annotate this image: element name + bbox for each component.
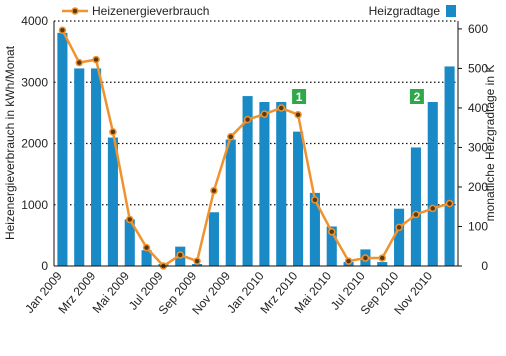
y-tick-label: 3000 [21,75,48,89]
marker [361,254,370,262]
bar [74,68,85,266]
legend-marker [71,7,79,15]
annotation-box [409,89,424,104]
annotation: 2 [414,90,421,104]
y2-tick-label: 100 [468,219,488,233]
annotation-box [292,89,307,104]
y-tick-label: 4000 [21,14,48,28]
y2-tick-label: 200 [468,180,488,194]
y2-tick-label: 400 [468,101,488,115]
y2-tick-label: 500 [468,61,488,75]
annotation: 1 [296,90,303,104]
marker [445,199,454,208]
legend-label: Heizgradtage [369,4,441,18]
bar [444,66,455,267]
marker [126,215,134,224]
marker [328,227,336,236]
marker [58,26,67,34]
y-tick-label: 1000 [21,198,48,212]
marker [395,223,403,232]
y2-tick-label: 300 [468,140,488,154]
marker [142,243,151,252]
bar [410,147,421,266]
y2-axis-label: monatliche Heizgradtage in K [483,65,497,222]
marker [176,251,184,259]
bar [276,102,287,267]
marker [227,133,235,141]
marker [210,186,218,195]
bar [57,32,68,266]
y-axis-label: Heizenergieverbrauch in kWh/Monat [3,45,17,240]
marker [109,128,117,136]
bar [427,102,438,267]
legend-label: Heizenergieverbrauch [92,4,209,18]
marker [294,110,302,119]
marker [277,104,285,112]
marker [92,55,100,64]
y2-tick-label: 600 [468,22,488,36]
bar [377,262,388,266]
y-tick-label: 2000 [21,137,48,151]
line [61,29,450,268]
bar [208,212,219,266]
marker [260,110,269,118]
x-tick-label: Mai 2010 [292,269,335,316]
bar [293,131,304,266]
bar [225,139,236,266]
bar [394,208,405,266]
y2-tick-label: 0 [481,259,488,273]
bar [107,137,118,266]
marker [429,204,437,213]
bar [124,219,135,266]
marker [243,115,252,124]
bar [326,226,337,266]
bar [309,192,320,266]
bar [192,264,203,266]
marker [344,257,353,265]
marker [378,254,386,262]
bar [242,96,253,266]
marker [75,58,83,67]
marker [311,196,319,204]
bar [91,68,102,266]
legend-swatch [446,5,456,17]
bar [259,102,270,267]
bar [141,250,152,266]
marker [193,257,201,265]
x-tick-label: Mai 2009 [90,269,133,316]
y-tick-label: 0 [41,259,48,273]
marker [412,210,420,219]
